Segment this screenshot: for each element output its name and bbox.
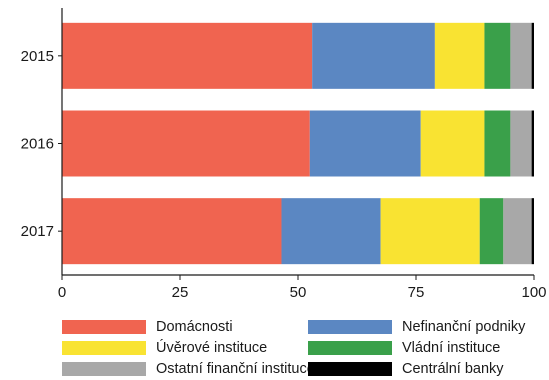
bar-2015-ostatni-financni-instituce (510, 22, 532, 89)
x-tick-label-50: 50 (290, 284, 307, 301)
x-tick-label-0: 0 (58, 284, 66, 301)
bar-2017-vladni-instituce (479, 198, 504, 265)
bar-2015-domacnosti (62, 22, 313, 89)
bar-2016-nefinancni-podniky (309, 110, 421, 177)
bar-2016-centralni-banky (531, 110, 534, 177)
bar-2017-uverove-instituce (380, 198, 480, 265)
bar-2015-uverove-instituce (434, 22, 485, 89)
bars-group (62, 22, 534, 265)
axes-group: 2015 2016 2017 0 25 50 75 100 (21, 8, 547, 301)
bar-2015-nefinancni-podniky (312, 22, 435, 89)
bar-2015-vladni-instituce (484, 22, 511, 89)
bar-2016-vladni-instituce (484, 110, 511, 177)
bar-2016-uverove-instituce (420, 110, 485, 177)
bar-2017-domacnosti (62, 198, 282, 265)
y-tick-label-2017: 2017 (21, 223, 54, 240)
bar-2017-ostatni-financni-instituce (503, 198, 532, 265)
x-tick-label-100: 100 (521, 284, 546, 301)
y-tick-label-2016: 2016 (21, 136, 54, 153)
bar-2017-nefinancni-podniky (281, 198, 381, 265)
bar-2016-domacnosti (62, 110, 310, 177)
bar-2015-centralni-banky (531, 22, 534, 89)
bar-2016-ostatni-financni-instituce (510, 110, 532, 177)
x-tick-label-25: 25 (172, 284, 189, 301)
y-tick-label-2015: 2015 (21, 48, 54, 65)
x-tick-label-75: 75 (408, 284, 425, 301)
bar-2017-centralni-banky (531, 198, 534, 265)
